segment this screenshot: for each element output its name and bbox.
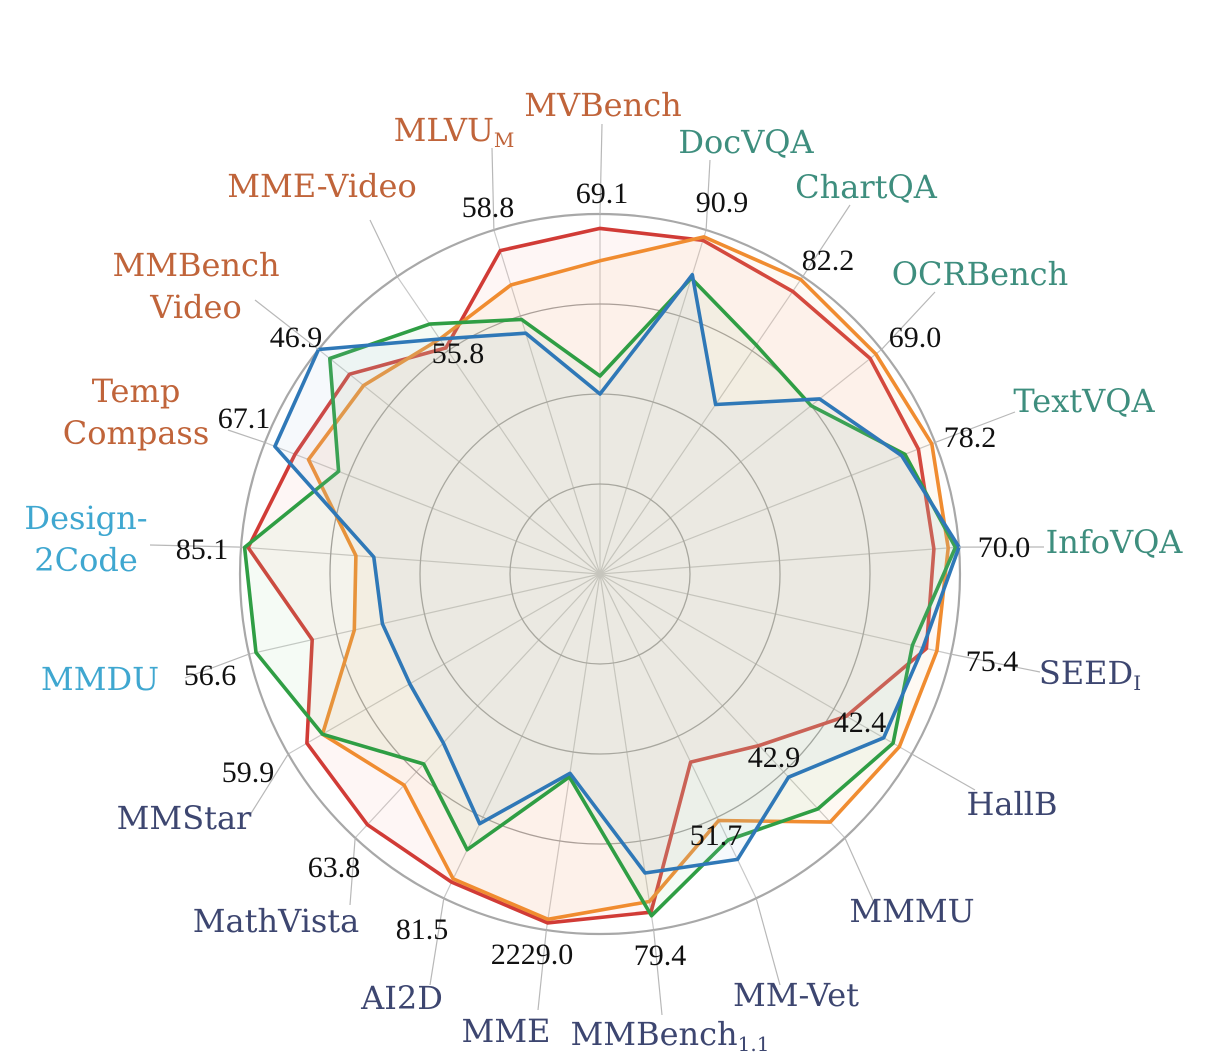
value-label: 81.5 xyxy=(396,913,449,946)
label-leader-line xyxy=(369,219,398,277)
axis-label-hallb: HallB xyxy=(967,785,1058,823)
label-leader-line xyxy=(653,929,663,1016)
axis-label-design-2code: Design-2Code xyxy=(24,499,147,579)
label-leader-line xyxy=(844,837,876,906)
radar-ring xyxy=(329,303,871,845)
series-polygon-3 xyxy=(242,276,958,918)
axis-label-mathvista: MathVista xyxy=(193,902,359,940)
label-leader-line xyxy=(184,653,250,679)
axis-label-mlvu: MLVUM xyxy=(394,111,515,152)
value-label: 46.9 xyxy=(270,321,323,354)
axis-label-docvqa: DocVQA xyxy=(678,123,814,161)
label-leader-line xyxy=(950,653,1041,673)
axis-label-mmbench-video: MMBench Video xyxy=(112,246,279,326)
value-label: 67.1 xyxy=(218,402,271,435)
value-label: 78.2 xyxy=(944,421,997,454)
radar-grid xyxy=(238,212,962,936)
value-label: 70.0 xyxy=(978,531,1031,564)
value-label: 58.8 xyxy=(462,191,515,224)
axis-label-mme: MME xyxy=(462,1012,551,1050)
value-label: 69.1 xyxy=(576,177,629,210)
axis-label-mmbench: MMBench1.1 xyxy=(571,1015,770,1056)
value-label: 55.8 xyxy=(432,337,485,370)
axis-label-mmmu: MMMU xyxy=(849,892,974,930)
value-label: 2229.0 xyxy=(491,938,574,971)
label-leader-line xyxy=(881,291,936,350)
label-leader-line xyxy=(599,123,603,215)
axis-label-infovqa: InfoVQA xyxy=(1046,523,1184,561)
label-leader-line xyxy=(149,544,242,548)
value-labels: 69.1 90.9 82.2 69.0 78.2 70.0 75.4 42.4 42.9 51.7… xyxy=(176,177,1031,972)
axis-label-ai2d: AI2D xyxy=(360,979,443,1017)
axis-label-seed: SEEDI xyxy=(1039,654,1141,695)
label-leader-line xyxy=(705,159,711,231)
value-label: 90.9 xyxy=(696,186,749,219)
radar-ring xyxy=(509,483,691,665)
axis-label-mme-video: MME-Video xyxy=(227,167,416,205)
value-label: 56.6 xyxy=(184,659,237,692)
value-label: 69.0 xyxy=(889,321,942,354)
axis-label-mmdu: MMDU xyxy=(41,660,159,698)
axis-label-mvbench: MVBench xyxy=(524,86,681,124)
value-label: 42.4 xyxy=(834,706,887,739)
value-label: 59.9 xyxy=(222,756,275,789)
label-leader-line xyxy=(755,898,781,986)
axis-label-temp-compass: Temp Compass xyxy=(63,372,210,452)
value-label: 75.4 xyxy=(966,645,1019,678)
value-label: 51.7 xyxy=(690,819,743,852)
label-leader-line xyxy=(911,753,976,791)
label-leader-line xyxy=(249,753,289,816)
axis-label-ocrbench: OCRBench xyxy=(892,255,1068,293)
label-leader-line xyxy=(227,429,266,444)
radar-series xyxy=(242,226,961,925)
axis-label-textvqa: TextVQA xyxy=(1013,382,1155,420)
series-polygon-4 xyxy=(273,272,961,875)
value-label: 79.4 xyxy=(634,939,687,972)
label-leader-line xyxy=(934,411,1016,444)
label-leader-line xyxy=(349,837,356,906)
axis-label-mm-vet: MM-Vet xyxy=(733,976,859,1014)
label-leader-line xyxy=(802,204,851,277)
value-label: 82.2 xyxy=(802,244,855,277)
axis-label-mmstar: MMStar xyxy=(117,799,252,837)
value-label: 63.8 xyxy=(308,851,361,884)
label-leader-line xyxy=(491,147,495,231)
axis-label-chartqa: ChartQA xyxy=(795,168,938,206)
label-leader-line xyxy=(537,929,547,1011)
label-leaders xyxy=(149,123,1045,1016)
value-label: 85.1 xyxy=(176,533,229,566)
label-leader-line xyxy=(429,898,445,986)
label-leader-line xyxy=(254,299,319,351)
value-label: 42.9 xyxy=(748,741,801,774)
